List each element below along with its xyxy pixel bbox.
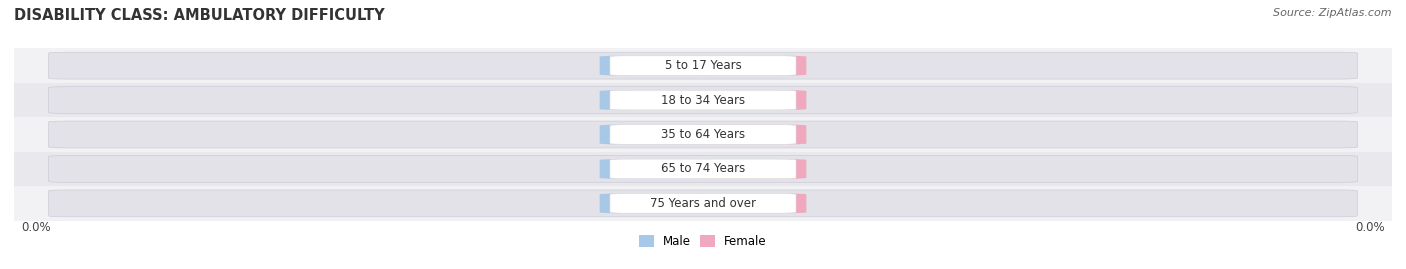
Text: 0.0%: 0.0%	[734, 61, 765, 71]
Text: 0.0%: 0.0%	[734, 164, 765, 174]
FancyBboxPatch shape	[599, 56, 713, 75]
Bar	[14, 83, 1392, 117]
FancyBboxPatch shape	[610, 90, 796, 110]
Text: 75 Years and over: 75 Years and over	[650, 197, 756, 210]
Text: DISABILITY CLASS: AMBULATORY DIFFICULTY: DISABILITY CLASS: AMBULATORY DIFFICULTY	[14, 8, 385, 23]
Text: 0.0%: 0.0%	[641, 95, 672, 105]
Legend: Male, Female: Male, Female	[634, 230, 772, 253]
FancyBboxPatch shape	[48, 52, 1358, 79]
Text: 0.0%: 0.0%	[734, 129, 765, 140]
FancyBboxPatch shape	[693, 125, 807, 144]
Bar	[14, 48, 1392, 83]
FancyBboxPatch shape	[48, 121, 1358, 148]
FancyBboxPatch shape	[48, 87, 1358, 114]
Text: 0.0%: 0.0%	[734, 95, 765, 105]
Bar	[14, 152, 1392, 186]
FancyBboxPatch shape	[599, 90, 713, 110]
FancyBboxPatch shape	[48, 190, 1358, 217]
Text: 0.0%: 0.0%	[21, 221, 51, 234]
Text: 18 to 34 Years: 18 to 34 Years	[661, 94, 745, 107]
FancyBboxPatch shape	[693, 194, 807, 213]
FancyBboxPatch shape	[693, 159, 807, 179]
FancyBboxPatch shape	[610, 159, 796, 179]
Text: 0.0%: 0.0%	[641, 61, 672, 71]
FancyBboxPatch shape	[693, 90, 807, 110]
Bar	[14, 117, 1392, 152]
Text: 5 to 17 Years: 5 to 17 Years	[665, 59, 741, 72]
Text: 65 to 74 Years: 65 to 74 Years	[661, 162, 745, 175]
Bar	[14, 186, 1392, 221]
Text: 35 to 64 Years: 35 to 64 Years	[661, 128, 745, 141]
Text: 0.0%: 0.0%	[641, 164, 672, 174]
Text: 0.0%: 0.0%	[1355, 221, 1385, 234]
FancyBboxPatch shape	[693, 56, 807, 75]
FancyBboxPatch shape	[48, 155, 1358, 182]
FancyBboxPatch shape	[610, 56, 796, 75]
FancyBboxPatch shape	[610, 125, 796, 144]
FancyBboxPatch shape	[599, 159, 713, 179]
FancyBboxPatch shape	[610, 194, 796, 213]
Text: 0.0%: 0.0%	[641, 198, 672, 208]
Text: Source: ZipAtlas.com: Source: ZipAtlas.com	[1274, 8, 1392, 18]
Text: 0.0%: 0.0%	[734, 198, 765, 208]
Text: 0.0%: 0.0%	[641, 129, 672, 140]
FancyBboxPatch shape	[599, 125, 713, 144]
FancyBboxPatch shape	[599, 194, 713, 213]
